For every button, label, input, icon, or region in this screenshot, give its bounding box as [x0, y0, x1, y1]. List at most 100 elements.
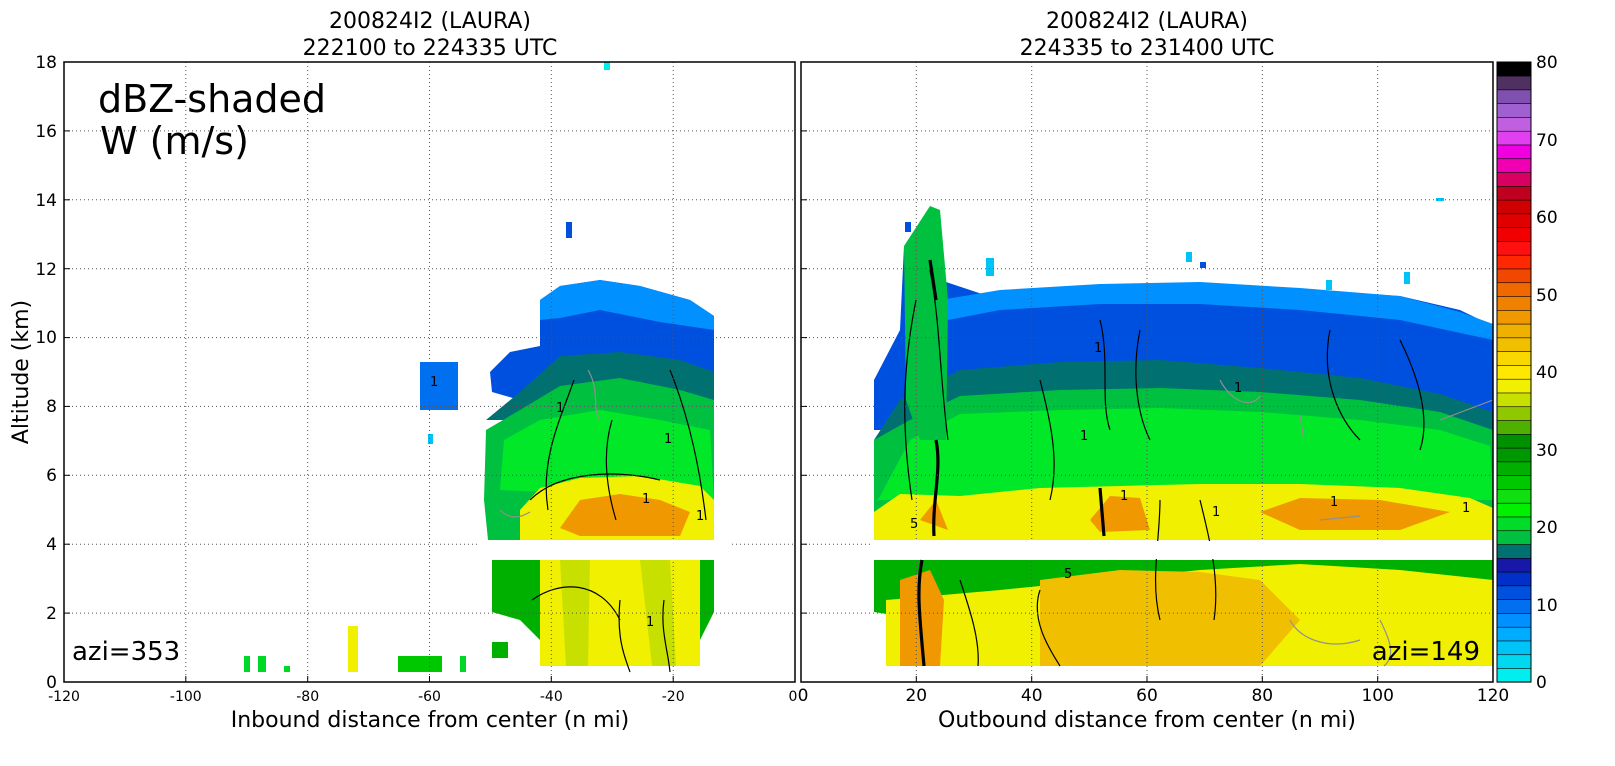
y-tick-label: 18: [35, 53, 57, 73]
left-bright-band-orange: [560, 494, 690, 536]
left-contour: [529, 369, 707, 673]
colorbar-cell: [1496, 282, 1532, 297]
colorbar-tick-label: 30: [1536, 441, 1558, 461]
right-isolated-echo: [1404, 272, 1410, 284]
colorbar-cell: [1496, 351, 1532, 366]
right-convective-tower: [904, 206, 948, 440]
right-isolated-echo: [1326, 280, 1332, 290]
left-x-tick-labels: -120 -100 -80 -60 -40 -20 0: [48, 689, 797, 705]
contour-label: 1: [664, 432, 672, 447]
left-x-axis-label: Inbound distance from center (n mi): [231, 708, 630, 733]
x-tick-label: -80: [296, 689, 319, 705]
colorbar-tick-label: 50: [1536, 286, 1558, 306]
left-radar-field: [244, 62, 714, 673]
colorbar-cell: [1496, 103, 1532, 118]
colorbar-cell: [1496, 447, 1532, 463]
left-lower-lime: [560, 560, 676, 666]
right-bright-band-orange: [920, 496, 1450, 532]
colorbar-cell: [1496, 295, 1532, 311]
colorbar-cell: [1496, 158, 1532, 173]
colorbar-tick-label: 40: [1536, 363, 1558, 383]
right-ticks: [801, 130, 1379, 682]
left-contour-gray: [499, 369, 601, 518]
x-tick-label: 60: [1136, 686, 1158, 706]
y-tick-label: 2: [46, 604, 57, 624]
left-ticks: [63, 130, 674, 682]
y-tick-label: 16: [35, 122, 57, 142]
colorbar-tick-label: 10: [1536, 596, 1558, 616]
contour-label: 1: [1120, 489, 1128, 504]
left-surface-echo: [258, 656, 266, 672]
right-lower-gold: [1040, 570, 1300, 666]
colorbar-cell: [1496, 240, 1532, 256]
colorbar-cell: [1496, 185, 1532, 201]
contour-annotation: W (m/s): [100, 119, 249, 163]
colorbar-cell: [1496, 433, 1532, 449]
right-x-axis-label: Outbound distance from center (n mi): [938, 708, 1356, 733]
contour-label: 1: [642, 492, 650, 507]
y-tick-label: 14: [35, 191, 57, 211]
colorbar-cell: [1496, 488, 1532, 504]
left-panel: 1 1 1 1 1 1 -120 -100 -80 -60 -40 -20 0 …: [9, 9, 797, 733]
right-grid: [801, 62, 1493, 682]
right-contour: [904, 269, 1425, 667]
y-tick-labels: 0 2 4 6 8 10 12 14 16 18: [35, 53, 57, 693]
x-tick-label: 80: [1251, 686, 1273, 706]
colorbar-cell: [1496, 323, 1532, 339]
y-tick-label: 0: [46, 673, 57, 693]
colorbar-cell: [1496, 530, 1532, 545]
colorbar-cell: [1496, 557, 1532, 573]
right-isolated-echo: [1436, 198, 1444, 201]
y-tick-label: 12: [35, 260, 57, 280]
colorbar-cell: [1496, 337, 1532, 352]
colorbar-cell: [1496, 227, 1532, 242]
colorbar-cell: [1496, 213, 1532, 228]
left-surface-echo: [284, 666, 290, 672]
colorbar-cell: [1496, 406, 1532, 421]
right-panel: 1 1 1 1 1 5 5 1 1 0 20 40 60 80 100 120 …: [798, 9, 1510, 733]
left-title-line1: 200824I2 (LAURA): [329, 9, 531, 34]
y-tick-label: 10: [35, 328, 57, 348]
right-contour-gray: [1219, 379, 1493, 667]
colorbar-cell: [1496, 612, 1532, 628]
shading-annotation: dBZ-shaded: [98, 77, 326, 121]
colorbar-cell: [1496, 640, 1532, 656]
colorbar-cell: [1496, 392, 1532, 408]
colorbar-tick-label: 80: [1536, 53, 1558, 73]
left-contour-labels: 1 1 1 1 1 1: [430, 375, 704, 630]
colorbar-cell: [1496, 667, 1532, 683]
x-tick-label: -60: [418, 689, 441, 705]
contour-label: 1: [1212, 505, 1220, 520]
colorbar-cell: [1496, 254, 1532, 270]
colorbar-cell: [1496, 419, 1532, 435]
left-echo-blue-edge: [540, 280, 714, 330]
left-isolated-echo: [420, 362, 458, 410]
contour-label: 1: [430, 375, 438, 390]
x-tick-label: -40: [540, 689, 563, 705]
right-azimuth-label: azi=149: [1372, 637, 1480, 667]
contour-label: 1: [556, 401, 564, 416]
right-isolated-echo: [1186, 252, 1192, 262]
colorbar-tick-label: 20: [1536, 518, 1558, 538]
contour-label: 1: [1080, 429, 1088, 444]
colorbar-cell: [1496, 171, 1532, 187]
contour-label: 1: [1234, 381, 1242, 396]
contour-label: 1: [1094, 341, 1102, 356]
left-grid: [64, 62, 795, 682]
colorbar-tick-label: 0: [1536, 673, 1547, 693]
colorbar-tick-labels: 0 10 20 30 40 50 60 70 80: [1536, 53, 1558, 693]
colorbar-cell: [1496, 75, 1532, 91]
x-tick-label: 100: [1361, 686, 1393, 706]
left-surface-echo: [492, 642, 508, 658]
right-echo-blue-edge: [940, 282, 1493, 340]
colorbar-cell: [1496, 89, 1532, 104]
y-tick-label: 4: [46, 535, 57, 555]
right-isolated-echo: [1200, 262, 1206, 268]
colorbar-cell: [1496, 585, 1532, 600]
right-lower-orange: [900, 570, 944, 666]
left-isolated-echo: [566, 222, 572, 238]
x-tick-label: -100: [170, 689, 202, 705]
colorbar-frame: [1496, 61, 1532, 683]
x-tick-label: -120: [48, 689, 80, 705]
x-tick-label: 120: [1477, 686, 1509, 706]
